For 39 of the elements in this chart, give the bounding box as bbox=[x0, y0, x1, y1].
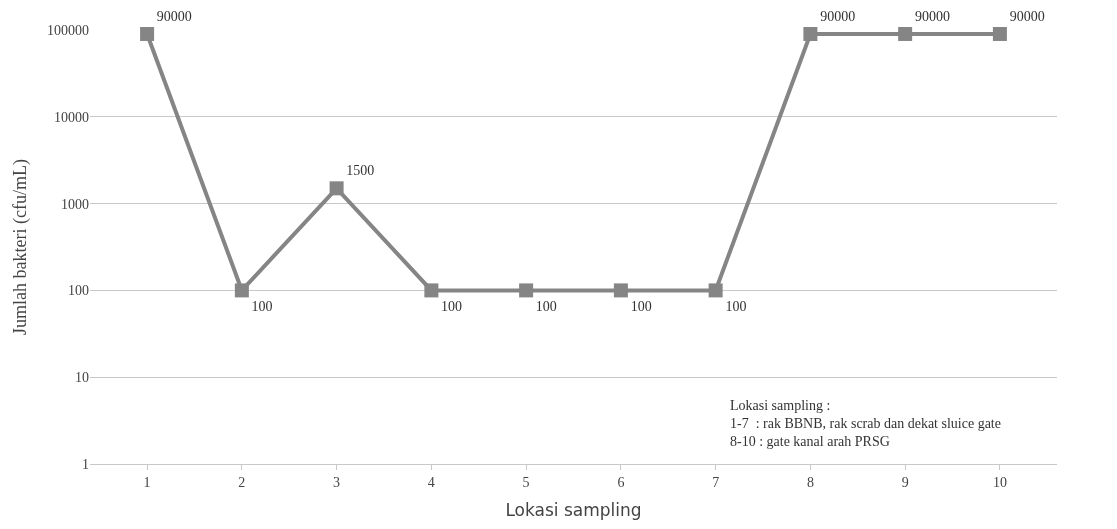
data-label: 90000 bbox=[1009, 8, 1045, 24]
data-label: 100 bbox=[441, 298, 463, 314]
data-label: 100 bbox=[630, 298, 652, 314]
x-axis-title: Lokasi sampling bbox=[505, 500, 642, 521]
point bbox=[424, 283, 439, 298]
y-tick-label: 10000 bbox=[54, 109, 89, 125]
point bbox=[898, 26, 913, 41]
data-label: 1500 bbox=[346, 163, 375, 179]
y-tick-label: 1 bbox=[82, 456, 89, 472]
point bbox=[140, 26, 155, 41]
x-tick-label: 7 bbox=[712, 474, 720, 490]
data-label: 90000 bbox=[820, 8, 856, 24]
point bbox=[329, 181, 344, 196]
x-tick-label: 6 bbox=[617, 474, 625, 490]
data-label: 100 bbox=[535, 298, 557, 314]
y-tick-label: 10 bbox=[75, 370, 89, 386]
point bbox=[234, 283, 249, 298]
y-tick-label: 100000 bbox=[47, 22, 89, 38]
x-tick-label: 10 bbox=[992, 474, 1007, 490]
y-tick-label: 100 bbox=[68, 283, 89, 299]
x-tick-label: 3 bbox=[333, 474, 341, 490]
point bbox=[519, 283, 534, 298]
x-tick-label: 9 bbox=[901, 474, 909, 490]
point bbox=[992, 26, 1007, 41]
annotation: Lokasi sampling : 1-7 : rak BBNB, rak scrab dan dekat sluice gate 8-10 : gate kanal arah PRSG bbox=[730, 398, 1001, 450]
point bbox=[613, 283, 628, 298]
data-label: 100 bbox=[251, 298, 273, 314]
x-tick-label: 8 bbox=[806, 474, 814, 490]
data-label: 90000 bbox=[156, 8, 192, 24]
x-tick-label: 5 bbox=[522, 474, 530, 490]
data-label: 100 bbox=[725, 298, 747, 314]
y-axis-title: Jumlah bakteri (cfu/mL) bbox=[10, 159, 32, 335]
data-label: 90000 bbox=[914, 8, 950, 24]
y-tick-label: 1000 bbox=[61, 196, 89, 212]
x-tick-label: 2 bbox=[238, 474, 246, 490]
point bbox=[803, 26, 818, 41]
x-tick-label: 1 bbox=[143, 474, 151, 490]
x-tick-label: 4 bbox=[427, 474, 435, 490]
point bbox=[708, 283, 723, 298]
